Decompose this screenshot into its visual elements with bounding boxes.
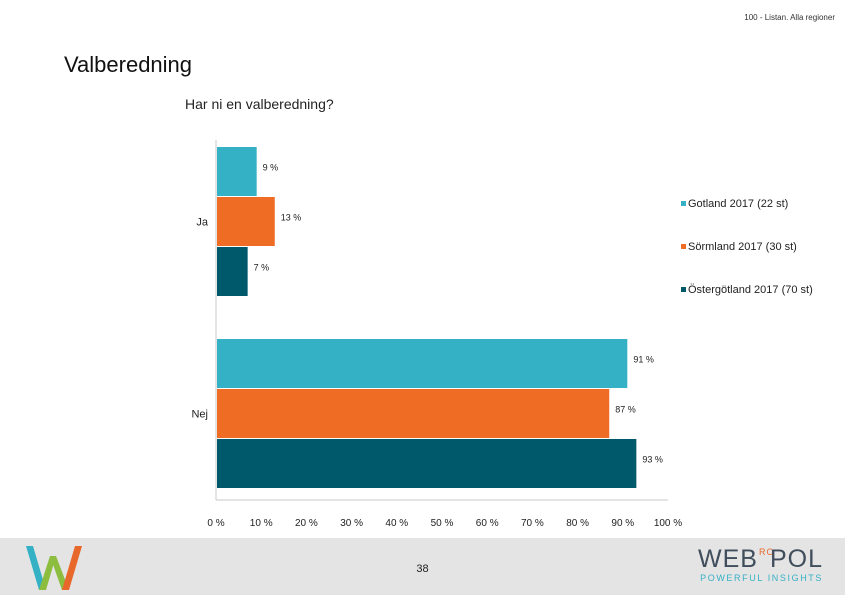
chart-title: Har ni en valberedning? [185, 96, 334, 112]
bar [217, 389, 610, 438]
x-tick-label: 70 % [521, 518, 544, 529]
data-label: 13 % [281, 213, 302, 223]
x-tick-label: 50 % [431, 518, 454, 529]
legend-swatch [681, 287, 686, 292]
bar [217, 147, 257, 196]
webropol-logo: WEBROPOL POWERFUL INSIGHTS [698, 546, 823, 583]
legend-swatch [681, 244, 686, 249]
logo-tagline: POWERFUL INSIGHTS [700, 573, 823, 583]
page-number: 38 [416, 563, 429, 575]
x-tick-label: 60 % [476, 518, 499, 529]
data-label: 87 % [615, 405, 636, 415]
x-tick-label: 0 % [207, 518, 224, 529]
x-tick-label: 10 % [250, 518, 273, 529]
header-note: 100 - Listan. Alla regioner [744, 13, 835, 22]
bar-chart: Har ni en valberedning? 0 % 10 % 20 % 30 % 40… [185, 96, 813, 529]
footer: 38 WEBROPOL POWERFUL INSIGHTS [0, 538, 845, 595]
legend-label: Gotland 2017 (22 st) [688, 198, 788, 210]
logo-word-mid: RO [758, 547, 775, 557]
x-tick-label: 90 % [611, 518, 634, 529]
x-tick-label: 100 % [654, 518, 682, 529]
w-logo-icon [26, 546, 82, 590]
bar [217, 439, 637, 488]
logo-word-right: POL [769, 545, 823, 573]
x-tick-label: 30 % [340, 518, 363, 529]
x-tick-label: 80 % [566, 518, 589, 529]
x-tick-label: 20 % [295, 518, 318, 529]
data-label: 7 % [254, 263, 270, 273]
logo-word-left: WEB [698, 545, 758, 573]
page-title: Valberedning [64, 52, 193, 77]
bar [217, 339, 628, 388]
x-tick-label: 40 % [385, 518, 408, 529]
bar [217, 197, 275, 246]
category-label: Nej [191, 409, 208, 421]
category-label: Ja [196, 217, 209, 229]
data-label: 93 % [642, 455, 663, 465]
data-label: 9 % [263, 163, 279, 173]
legend-label: Sörmland 2017 (30 st) [688, 241, 797, 253]
bar [217, 247, 248, 296]
legend-label: Östergötland 2017 (70 st) [688, 284, 813, 296]
data-label: 91 % [633, 355, 654, 365]
legend-swatch [681, 201, 686, 206]
